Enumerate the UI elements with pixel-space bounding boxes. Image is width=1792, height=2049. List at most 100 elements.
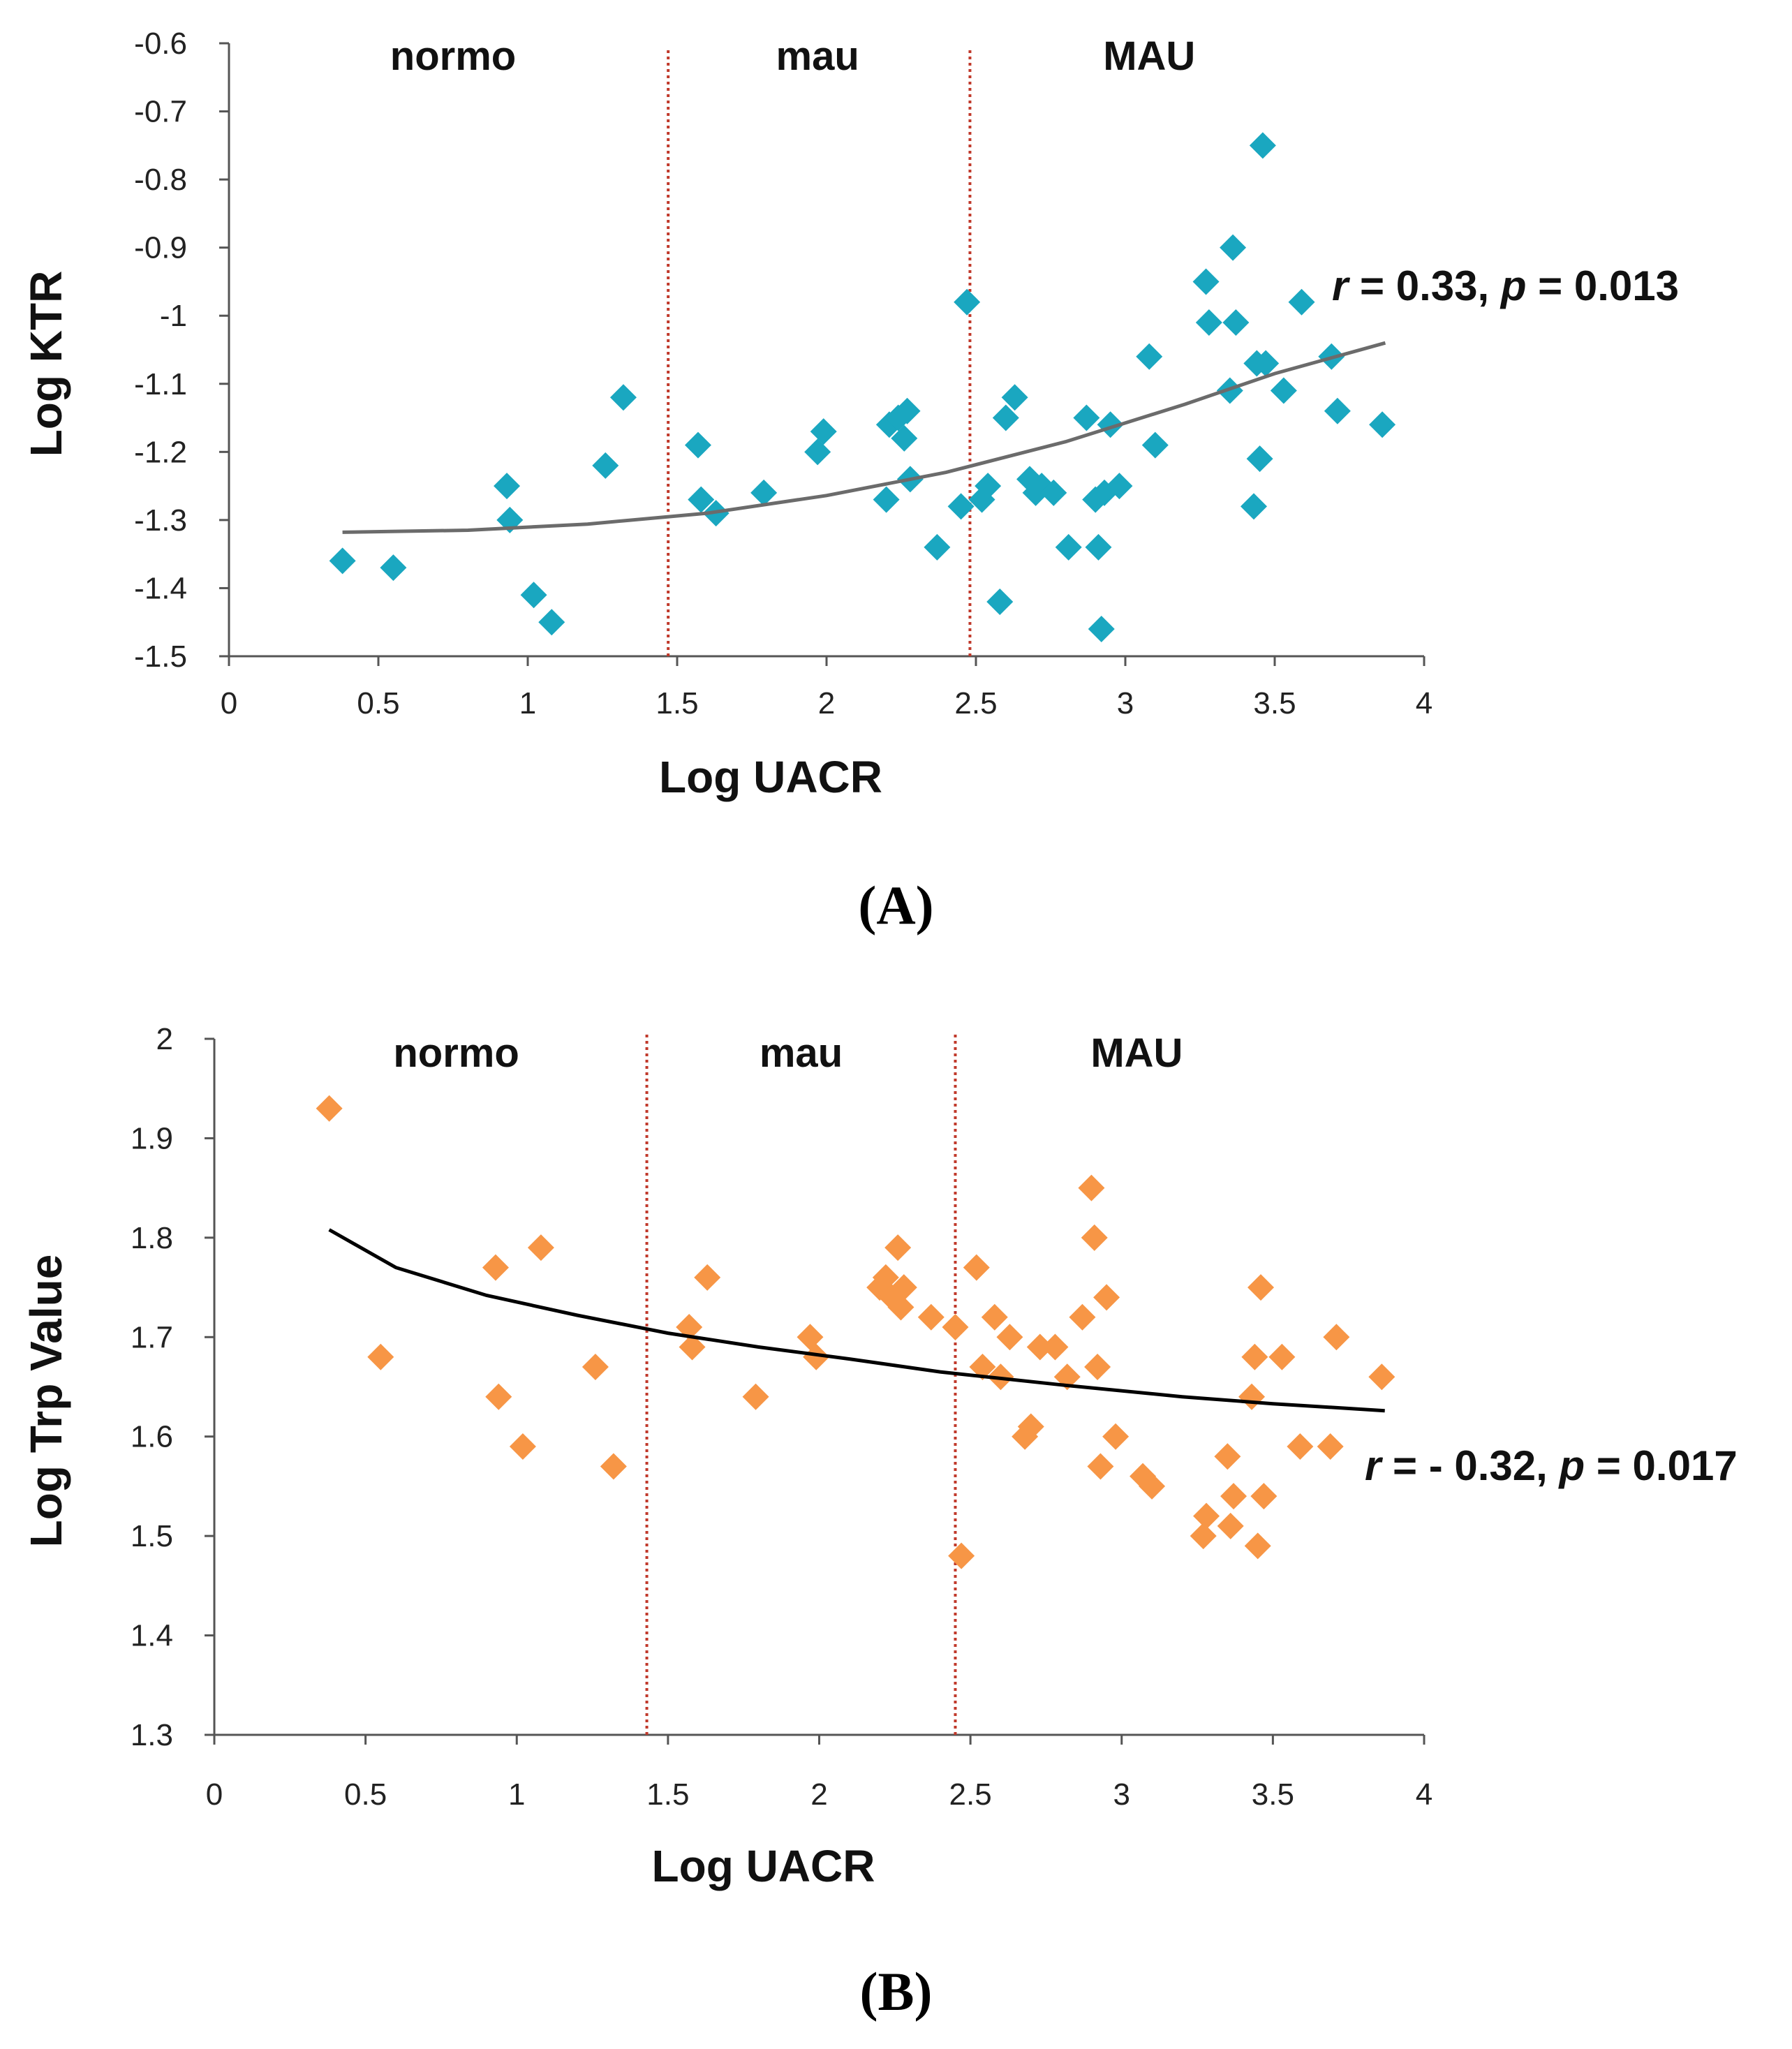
data-point-diamond	[1190, 1523, 1217, 1550]
data-point-diamond	[1081, 1224, 1108, 1251]
data-point-diamond	[494, 473, 521, 500]
y-tick-label: -1.4	[134, 571, 187, 605]
x-axis-title: Log UACR	[659, 752, 882, 802]
x-tick-label: 2	[810, 1777, 827, 1812]
data-point-diamond	[509, 1433, 536, 1460]
y-axis-title: Log KTR	[21, 271, 71, 457]
data-point-diamond	[1087, 1453, 1114, 1480]
region-label: mau	[760, 1030, 843, 1076]
y-tick-label: -1.5	[134, 639, 187, 674]
y-tick-label: 1.4	[131, 1619, 173, 1653]
data-point-diamond	[1017, 1413, 1044, 1440]
data-point-diamond	[804, 438, 831, 466]
data-point-diamond	[1241, 1343, 1268, 1370]
x-tick-label: 1.5	[656, 686, 698, 720]
data-point-diamond	[1244, 1532, 1271, 1560]
x-tick-label: 2.5	[949, 1777, 992, 1812]
data-point-diamond	[1141, 431, 1169, 459]
data-point-diamond	[1073, 404, 1100, 431]
data-point-diamond	[986, 588, 1014, 615]
data-point-diamond	[996, 1324, 1023, 1351]
data-point-diamond	[1288, 288, 1315, 316]
x-tick-label: 0	[206, 1777, 223, 1812]
data-point-diamond	[329, 547, 356, 575]
data-point-diamond	[1270, 377, 1297, 404]
x-axis-title: Log UACR	[652, 1841, 875, 1891]
data-point-diamond	[1241, 493, 1268, 520]
stat-symbol: r	[1332, 262, 1351, 309]
y-axis-title: Log Trp Value	[21, 1255, 71, 1548]
stat-symbol: p	[1558, 1442, 1585, 1489]
data-point-diamond	[1247, 1274, 1275, 1301]
data-point-diamond	[1084, 1354, 1111, 1381]
data-point-diamond	[1192, 268, 1220, 295]
region-label: mau	[776, 34, 859, 79]
data-point-diamond	[1268, 1343, 1296, 1370]
stat-value: = 0.013	[1527, 262, 1680, 309]
data-point-diamond	[884, 1234, 912, 1262]
data-point-diamond	[1324, 397, 1351, 424]
y-tick-label: 1.9	[131, 1121, 173, 1155]
data-point-diamond	[1055, 533, 1082, 561]
correlation-annotation: r = 0.33, p = 0.013	[1332, 262, 1679, 309]
data-point-diamond	[1220, 234, 1247, 261]
data-point-diamond	[890, 1274, 917, 1301]
x-tick-label: 3.5	[1253, 686, 1296, 720]
trend-line	[328, 1228, 1385, 1413]
data-point-diamond	[872, 1264, 899, 1291]
data-point-diamond	[1193, 1502, 1220, 1530]
x-tick-label: 1.5	[646, 1777, 689, 1812]
data-point-diamond	[609, 384, 637, 411]
data-point-diamond	[694, 1264, 721, 1291]
data-point-diamond	[963, 1254, 990, 1281]
data-point-diamond	[520, 582, 547, 609]
data-point-diamond	[582, 1354, 609, 1381]
y-tick-label: -1.2	[134, 435, 187, 469]
data-point-diamond	[1085, 533, 1112, 561]
data-point-diamond	[1249, 132, 1276, 159]
x-tick-label: 0.5	[357, 686, 399, 720]
data-point-diamond	[1222, 309, 1250, 336]
data-point-diamond	[924, 533, 951, 561]
x-tick-label: 0	[221, 686, 237, 720]
data-point-diamond	[1252, 350, 1280, 377]
data-point-diamond	[684, 431, 711, 459]
y-tick-label: -0.8	[134, 163, 187, 197]
data-point-diamond	[873, 486, 900, 513]
data-point-diamond	[1040, 479, 1067, 506]
stat-value: = 0.017	[1585, 1442, 1738, 1489]
data-point-diamond	[742, 1383, 769, 1410]
data-point-diamond	[592, 452, 619, 479]
y-tick-label: -1	[160, 299, 187, 333]
data-point-diamond	[750, 479, 778, 506]
data-point-diamond	[1001, 384, 1028, 411]
data-point-diamond	[1106, 473, 1133, 500]
data-point-diamond	[894, 397, 921, 424]
data-point-diamond	[992, 404, 1019, 431]
data-point-diamond	[367, 1343, 394, 1370]
data-point-diamond	[1317, 1433, 1344, 1460]
data-point-diamond	[917, 1303, 945, 1331]
data-point-diamond	[316, 1095, 343, 1122]
data-point-diamond	[1102, 1423, 1130, 1450]
x-tick-label: 2	[818, 686, 835, 720]
stat-value: = - 0.32,	[1381, 1442, 1559, 1489]
data-point-diamond	[482, 1254, 509, 1281]
data-point-diamond	[954, 288, 981, 316]
panel-b-caption: (B)	[859, 1961, 933, 2022]
data-point-diamond	[538, 609, 565, 636]
data-point-diamond	[1220, 1483, 1247, 1510]
x-tick-label: 1	[519, 686, 536, 720]
data-point-diamond	[1238, 1383, 1266, 1410]
data-point-diamond	[485, 1383, 512, 1410]
data-point-diamond	[1088, 615, 1115, 642]
data-point-diamond	[1246, 445, 1273, 473]
data-point-diamond	[803, 1343, 830, 1370]
stat-value: = 0.33,	[1348, 262, 1501, 309]
y-tick-label: -0.7	[134, 95, 187, 129]
data-point-diamond	[887, 1294, 914, 1321]
y-tick-label: 2	[156, 1022, 173, 1056]
data-point-diamond	[942, 1314, 969, 1341]
x-tick-label: 3	[1117, 686, 1134, 720]
